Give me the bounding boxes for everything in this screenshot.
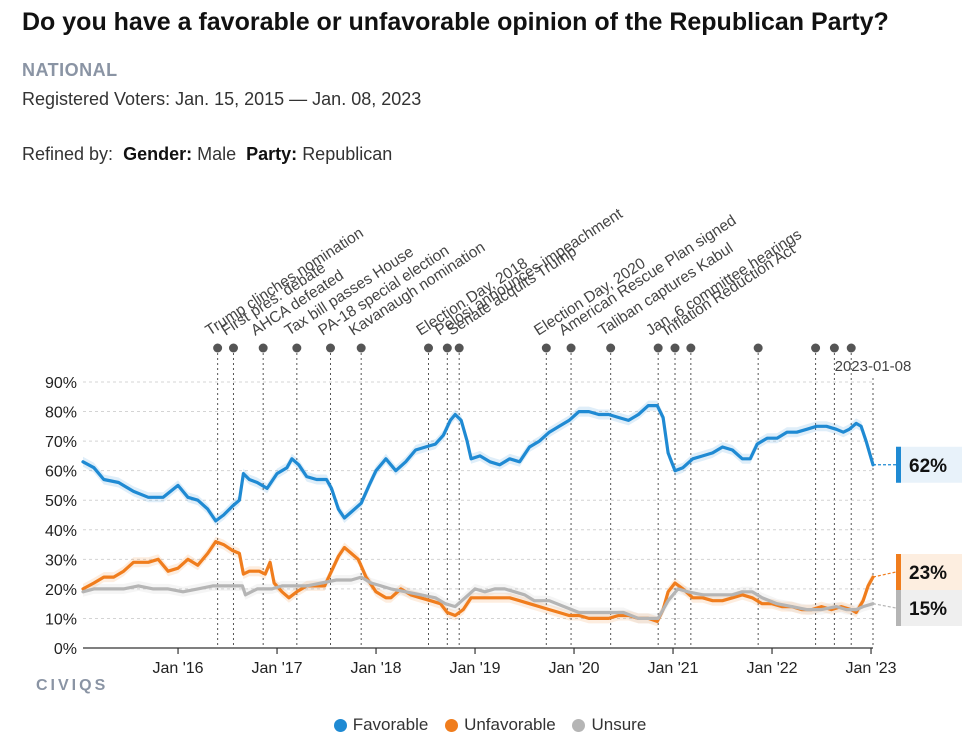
event-marker xyxy=(753,343,763,353)
x-tick-label: Jan '16 xyxy=(152,660,203,677)
filter-party-value[interactable]: Republican xyxy=(302,144,393,164)
series-band-favorable xyxy=(83,400,873,526)
end-label-accent xyxy=(896,554,901,590)
region-label: NATIONAL xyxy=(22,60,118,80)
x-tick-label: Jan '23 xyxy=(845,660,896,677)
legend-item-unfavorable[interactable]: Unfavorable xyxy=(445,715,556,735)
y-tick-label: 50% xyxy=(45,493,77,510)
event-marker xyxy=(228,343,238,353)
y-tick-label: 10% xyxy=(45,611,77,628)
x-tick-label: Jan '20 xyxy=(548,660,599,677)
series-line-favorable xyxy=(81,404,875,523)
y-tick-label: 60% xyxy=(45,464,77,481)
civiqs-logo: CIVIQS xyxy=(36,677,109,694)
filter-gender-key: Gender: xyxy=(123,144,193,164)
end-label-connector xyxy=(872,571,897,578)
end-label-accent xyxy=(896,590,901,626)
x-tick-label: Jan '21 xyxy=(647,660,698,677)
legend-item-unsure[interactable]: Unsure xyxy=(572,715,646,735)
end-label-box xyxy=(896,554,962,590)
event-marker xyxy=(846,343,856,353)
end-label-box xyxy=(896,446,962,483)
filter-party-key: Party: xyxy=(246,144,298,164)
y-tick-label: 90% xyxy=(45,375,77,392)
event-marker xyxy=(541,343,551,353)
event-marker xyxy=(258,343,268,353)
legend-swatch-favorable xyxy=(333,718,347,732)
legend-swatch-unfavorable xyxy=(445,718,459,732)
refined-by: Refined by: Gender: Male Party: Republic… xyxy=(22,144,392,165)
event-marker xyxy=(356,343,366,353)
end-label-value: 15% xyxy=(909,599,947,620)
x-tick-label: Jan '19 xyxy=(449,660,500,677)
x-tick-label: Jan '17 xyxy=(251,660,302,677)
y-tick-label: 20% xyxy=(45,582,77,599)
series-line-unsure xyxy=(81,575,875,621)
end-label-connector xyxy=(872,603,897,609)
end-label-accent xyxy=(896,446,901,483)
series-band-unfavorable xyxy=(83,536,873,627)
event-marker xyxy=(292,343,302,353)
event-marker xyxy=(606,343,616,353)
event-marker xyxy=(213,343,223,353)
end-label-value: 62% xyxy=(909,456,947,477)
end-date-label: 2023-01-08 xyxy=(835,358,912,375)
end-label-box xyxy=(896,590,962,626)
filter-gender-value[interactable]: Male xyxy=(197,144,237,164)
event-marker xyxy=(424,343,434,353)
event-marker xyxy=(454,343,464,353)
legend-label-unfavorable: Unfavorable xyxy=(464,715,556,734)
y-tick-label: 40% xyxy=(45,523,77,540)
event-marker xyxy=(325,343,335,353)
event-marker xyxy=(686,343,696,353)
event-marker xyxy=(670,343,680,353)
chart-title: Do you have a favorable or unfavorable o… xyxy=(22,8,889,36)
series-line-unfavorable xyxy=(81,539,875,624)
y-tick-label: 30% xyxy=(45,552,77,569)
date-range-subtitle: Registered Voters: Jan. 15, 2015 — Jan. … xyxy=(22,89,422,109)
y-tick-label: 0% xyxy=(54,641,77,658)
legend-item-favorable[interactable]: Favorable xyxy=(333,715,429,735)
event-marker xyxy=(811,343,821,353)
x-tick-label: Jan '22 xyxy=(746,660,797,677)
legend-swatch-unsure xyxy=(572,718,586,732)
end-label-value: 23% xyxy=(909,563,947,584)
legend-label-unsure: Unsure xyxy=(591,715,647,734)
event-marker xyxy=(653,343,663,353)
legend-label-favorable: Favorable xyxy=(352,715,429,734)
x-tick-label: Jan '18 xyxy=(350,660,401,677)
event-marker xyxy=(829,343,839,353)
chart-legend: Favorable Unfavorable Unsure xyxy=(0,715,980,737)
event-marker xyxy=(442,343,452,353)
y-tick-label: 80% xyxy=(45,405,77,422)
refined-prefix: Refined by: xyxy=(22,144,114,164)
event-marker xyxy=(566,343,576,353)
y-tick-label: 70% xyxy=(45,434,77,451)
